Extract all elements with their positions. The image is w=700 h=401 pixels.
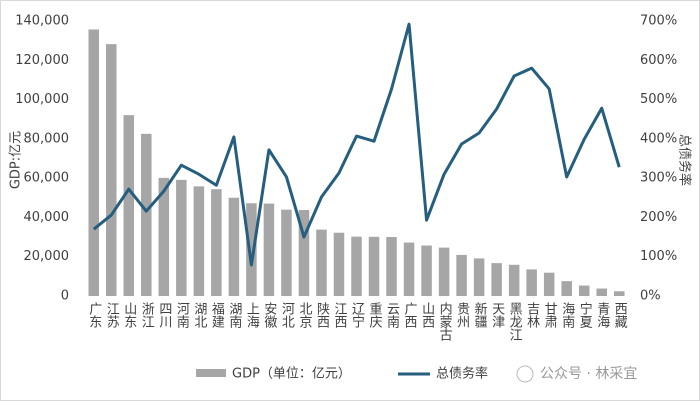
- bar: [368, 236, 380, 296]
- y-tick-label: 140,000: [15, 14, 69, 29]
- y2-axis-title: 总债务率: [677, 134, 693, 186]
- y-tick-label: 60,000: [24, 171, 70, 186]
- x-tick-label: 湖南: [226, 302, 242, 328]
- bar: [298, 210, 310, 296]
- y2-tick-label: 100%: [640, 249, 677, 264]
- bar: [333, 232, 345, 296]
- bar: [456, 254, 467, 296]
- x-tick-label: 宁夏: [577, 301, 593, 328]
- bar: [438, 247, 450, 296]
- bar: [596, 288, 607, 296]
- bar: [351, 236, 362, 296]
- x-tick-label: 山东: [121, 302, 137, 328]
- bar: [316, 229, 327, 296]
- x-tick-label: 河南: [174, 302, 190, 328]
- x-tick-label: 内蒙古: [437, 301, 453, 341]
- y-tick-label: 80,000: [24, 131, 70, 146]
- bar: [491, 263, 502, 296]
- bar: [123, 115, 135, 296]
- x-tick-label: 江西: [331, 302, 347, 328]
- bar: [508, 264, 520, 296]
- x-tick-label: 青海: [594, 302, 610, 328]
- x-tick-label: 上海: [244, 302, 260, 328]
- bar: [211, 189, 222, 296]
- y-tick-label: 40,000: [24, 210, 70, 225]
- bar: [176, 179, 187, 296]
- x-tick-label: 天津: [489, 302, 505, 328]
- bar: [263, 203, 275, 296]
- y-axis-title: GDP:亿元: [9, 131, 24, 189]
- watermark-icon: [516, 365, 534, 383]
- x-tick-label: 安徽: [261, 302, 277, 328]
- x-tick-label: 吉林: [524, 302, 540, 328]
- legend-swatch: [196, 369, 226, 377]
- bar: [403, 242, 415, 296]
- bar: [281, 209, 292, 296]
- bar: [141, 133, 152, 296]
- x-tick-label: 广西: [402, 302, 418, 328]
- x-tick-label: 广东: [86, 302, 102, 328]
- x-tick-label: 甘肃: [542, 302, 558, 328]
- bar: [193, 186, 205, 296]
- watermark: 公众号 · 林采宜: [540, 366, 637, 382]
- y-tick-label: 20,000: [24, 249, 70, 264]
- bar: [421, 245, 432, 296]
- bar: [543, 272, 555, 296]
- y-tick-label: 120,000: [15, 53, 69, 68]
- x-tick-label: 海南: [559, 302, 575, 328]
- bar: [613, 291, 625, 296]
- y2-tick-label: 200%: [640, 210, 677, 225]
- line: [92, 22, 621, 267]
- bar: [158, 177, 170, 296]
- legend-label: GDP（单位：亿元）: [232, 367, 351, 382]
- y2-tick-label: 400%: [640, 131, 677, 146]
- x-tick-label: 贵州: [454, 302, 470, 328]
- bar: [88, 29, 100, 297]
- x-tick-label: 北京: [296, 302, 312, 328]
- x-tick-label: 重庆: [367, 301, 383, 328]
- y2-tick-label: 300%: [640, 171, 677, 186]
- y2-tick-label: 0%: [640, 289, 661, 304]
- bar: [228, 197, 240, 296]
- x-tick-label: 河北: [279, 302, 295, 329]
- x-tick-label: 山西: [419, 302, 435, 328]
- y-tick-label: 100,000: [15, 92, 69, 107]
- x-tick-label: 云南: [384, 302, 400, 328]
- bar: [473, 258, 485, 296]
- x-tick-label: 辽宁: [349, 302, 365, 328]
- x-tick-label: 陕西: [314, 302, 330, 328]
- bar: [246, 203, 257, 296]
- bar: [561, 281, 572, 296]
- x-tick-label: 黑龙江: [507, 302, 523, 341]
- x-tick-label: 四川: [156, 302, 172, 328]
- bar: [526, 269, 537, 296]
- bar: [386, 237, 397, 296]
- x-tick-label: 新疆: [472, 301, 488, 328]
- x-tick-label: 江苏: [104, 302, 120, 328]
- x-tick-label: 西藏: [612, 302, 628, 328]
- x-tick-label: 湖北: [191, 302, 207, 329]
- y2-tick-label: 500%: [640, 92, 677, 107]
- x-tick-label: 浙江: [139, 302, 155, 328]
- bar: [578, 285, 590, 296]
- bar: [106, 44, 117, 296]
- y-tick-label: 0: [61, 289, 69, 304]
- x-tick-label: 福建: [209, 302, 225, 329]
- legend-label: 总债务率: [436, 366, 488, 382]
- y2-tick-label: 600%: [640, 53, 677, 68]
- y2-tick-label: 700%: [640, 14, 677, 29]
